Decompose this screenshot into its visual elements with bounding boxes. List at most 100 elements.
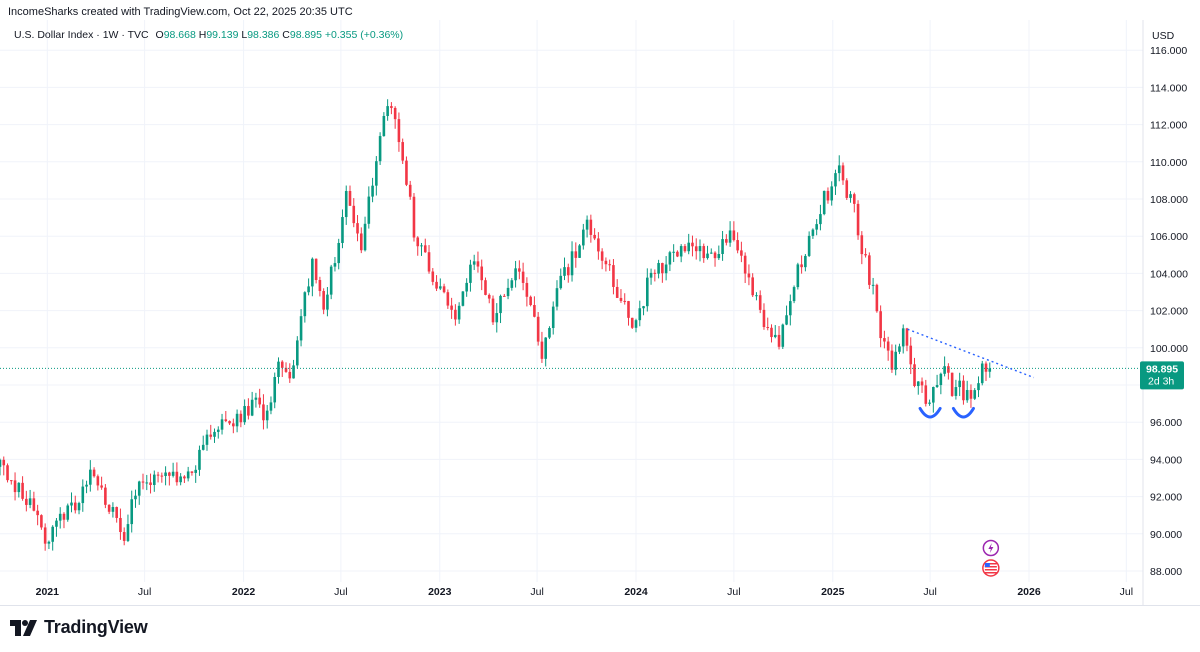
time-tick-label: Jul xyxy=(1120,586,1133,598)
lightning-event-icon[interactable] xyxy=(982,539,1000,557)
candle xyxy=(732,221,736,242)
candle xyxy=(307,278,310,296)
currency-label[interactable]: USD xyxy=(1152,30,1175,42)
candle xyxy=(984,361,988,381)
price-tick-label: 100.000 xyxy=(1150,343,1188,355)
symbol-name[interactable]: U.S. Dollar Index · 1W · TVC xyxy=(14,29,149,41)
time-tick-label: 2024 xyxy=(624,586,648,598)
candle xyxy=(785,305,788,326)
price-tick-label: 108.000 xyxy=(1150,194,1188,206)
candle xyxy=(0,458,2,476)
candle xyxy=(758,290,762,314)
candle xyxy=(510,277,514,291)
candle xyxy=(706,245,709,260)
time-tick-label: 2025 xyxy=(821,586,845,598)
candle xyxy=(962,375,965,405)
candle xyxy=(728,221,732,247)
chart-credit: IncomeSharks created with TradingView.co… xyxy=(8,6,353,18)
candle xyxy=(164,466,167,486)
event-icons[interactable] xyxy=(982,539,1000,577)
candle xyxy=(597,232,600,260)
candle xyxy=(442,283,446,294)
candle xyxy=(115,506,118,523)
candle xyxy=(171,462,175,478)
candle xyxy=(273,372,277,409)
candle xyxy=(348,185,352,206)
candle xyxy=(390,102,393,115)
low-label: L xyxy=(241,29,248,41)
candle xyxy=(254,392,258,408)
candle xyxy=(770,324,773,343)
candle xyxy=(585,215,589,238)
candle xyxy=(668,250,672,272)
close-value: 98.895 xyxy=(289,29,322,41)
candle xyxy=(540,331,544,363)
candle xyxy=(932,386,935,413)
candle xyxy=(943,356,946,377)
candle xyxy=(296,336,299,369)
low-value: 98.386 xyxy=(247,29,280,41)
time-axis[interactable]: 2021 Jul 2022 Jul 2023 Jul 2024 Jul 2025 Jul 2026 J… xyxy=(36,586,1133,598)
candle xyxy=(2,456,6,476)
candle xyxy=(156,471,160,483)
symbol-legend[interactable]: U.S. Dollar Index · 1W · TVC O98.668 H99… xyxy=(14,29,403,41)
candle xyxy=(811,228,815,239)
candle xyxy=(36,504,39,526)
candle xyxy=(152,470,156,492)
candle xyxy=(954,379,958,400)
price-tick-label: 102.000 xyxy=(1150,306,1188,318)
candle xyxy=(141,473,145,490)
candle xyxy=(947,363,950,380)
candle xyxy=(781,323,785,350)
high-value: 99.139 xyxy=(206,29,239,41)
candle xyxy=(288,363,292,383)
resistance-trendline[interactable] xyxy=(907,328,1035,379)
candle xyxy=(100,476,103,490)
candle xyxy=(578,244,581,258)
price-axis[interactable]: 88.00090.00092.00094.00096.00098.000100.… xyxy=(1142,20,1188,605)
candle xyxy=(487,293,491,304)
candle xyxy=(608,259,611,271)
candle xyxy=(792,285,796,304)
candle xyxy=(228,420,231,426)
price-tick-label: 94.000 xyxy=(1150,454,1182,466)
candle xyxy=(450,297,453,319)
candle xyxy=(683,244,687,253)
candle xyxy=(454,304,457,326)
candle xyxy=(694,238,698,260)
grid-lines xyxy=(0,20,1143,582)
price-tick-label: 112.000 xyxy=(1150,120,1187,132)
tradingview-logo[interactable]: TradingView xyxy=(10,617,148,638)
candle xyxy=(431,268,435,286)
candle xyxy=(638,300,642,327)
time-tick-label: Jul xyxy=(334,586,347,598)
open-label: O xyxy=(155,29,164,41)
candle xyxy=(484,277,487,296)
drawings xyxy=(0,328,1143,419)
us-flag-event-icon[interactable] xyxy=(982,559,1000,577)
candle xyxy=(600,248,604,270)
candle xyxy=(755,292,758,301)
candle xyxy=(107,504,111,515)
candle xyxy=(826,187,830,204)
candle xyxy=(32,491,36,512)
candle xyxy=(480,259,484,291)
candle xyxy=(420,242,423,256)
candle xyxy=(28,489,32,509)
candle xyxy=(604,257,608,272)
candle xyxy=(111,502,115,518)
candle xyxy=(393,106,397,129)
bottom-arc-annotation[interactable] xyxy=(918,406,942,419)
candle xyxy=(698,239,702,262)
time-tick-label: Jul xyxy=(138,586,151,598)
candle xyxy=(661,262,664,283)
candle xyxy=(258,388,261,408)
candle xyxy=(375,156,378,196)
bottom-arc-annotation[interactable] xyxy=(951,406,975,419)
candle xyxy=(544,337,547,367)
candle xyxy=(378,132,382,165)
candle xyxy=(6,463,9,483)
candle xyxy=(920,377,924,393)
price-chart[interactable]: 88.00090.00092.00094.00096.00098.000100.… xyxy=(0,0,1200,605)
candle xyxy=(789,294,792,326)
